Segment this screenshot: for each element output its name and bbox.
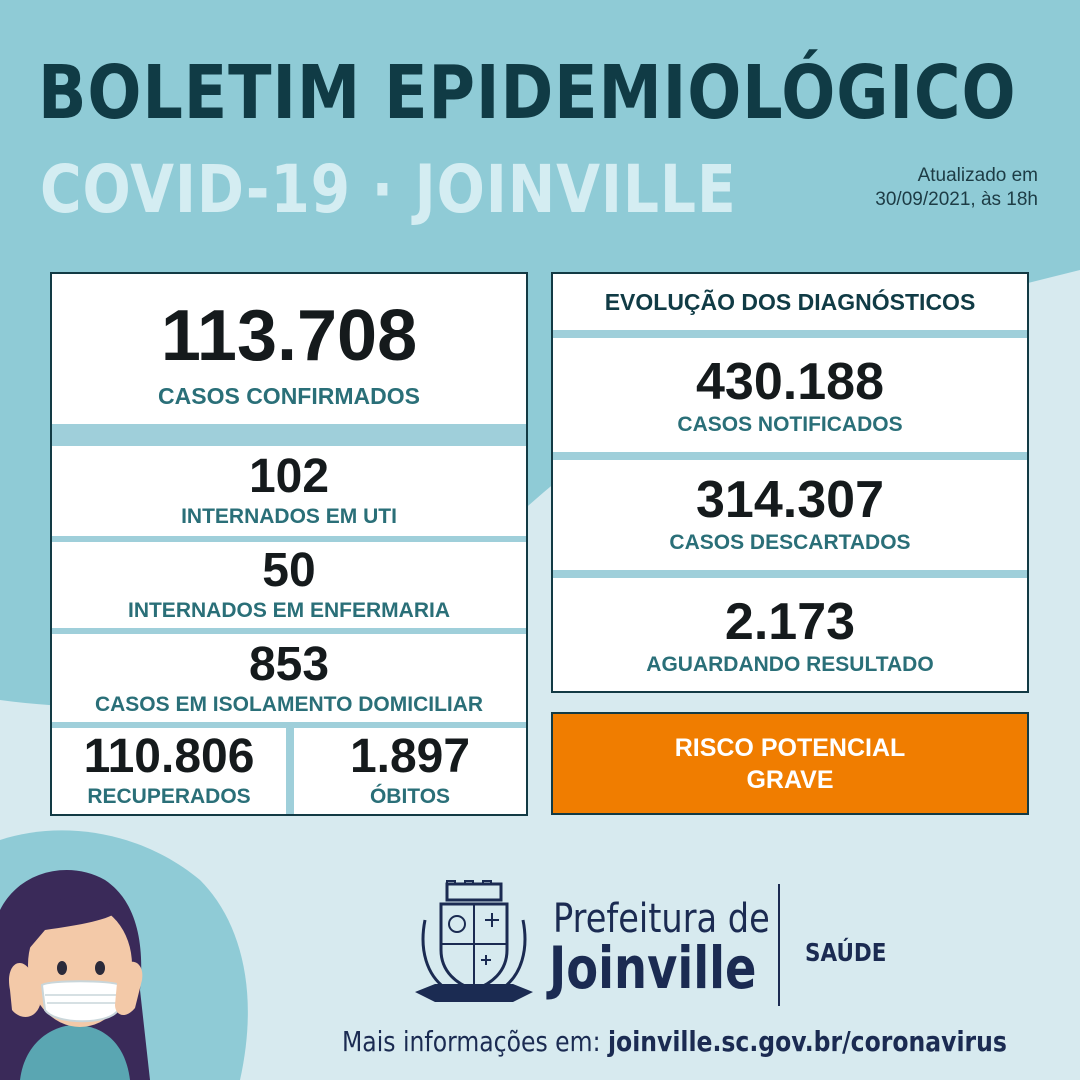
recovered-card: 110.806 RECUPERADOS	[52, 728, 286, 814]
recovered-label: RECUPERADOS	[87, 785, 251, 808]
deaths-card: 1.897 ÓBITOS	[294, 728, 526, 814]
deaths-label: ÓBITOS	[369, 785, 451, 808]
diagnostics-panel: EVOLUÇÃO DOS DIAGNÓSTICOS 430.188 CASOS …	[551, 272, 1029, 693]
uti-value: 102	[248, 450, 330, 503]
ward-value: 50	[262, 544, 316, 597]
divider	[553, 452, 1027, 460]
divider	[286, 728, 294, 814]
page-title: BOLETIM EPIDEMIOLÓGICO	[38, 50, 1017, 136]
diagnostics-header: EVOLUÇÃO DOS DIAGNÓSTICOS	[553, 274, 1027, 330]
diagnostics-title: EVOLUÇÃO DOS DIAGNÓSTICOS	[604, 289, 976, 315]
recovered-value: 110.806	[83, 730, 255, 783]
discarded-card: 314.307 CASOS DESCARTADOS	[553, 460, 1027, 570]
woman-wearing-mask-illustration	[0, 870, 150, 1080]
awaiting-card: 2.173 AGUARDANDO RESULTADO	[553, 578, 1027, 691]
notified-label: CASOS NOTIFICADOS	[677, 413, 903, 436]
confirmed-cases-card: 113.708 CASOS CONFIRMADOS	[52, 274, 526, 424]
confirmed-cases-label: CASOS CONFIRMADOS	[158, 383, 420, 409]
divider	[52, 424, 526, 446]
divider	[553, 570, 1027, 578]
update-label: Atualizado em	[917, 165, 1038, 186]
update-date: 30/09/2021, às 18h	[875, 189, 1038, 210]
divider	[553, 330, 1027, 338]
update-timestamp: Atualizado em 30/09/2021, às 18h	[875, 164, 1038, 212]
footer-info: Mais informações em: joinville.sc.gov.br…	[342, 1023, 1007, 1061]
confirmed-cases-value: 113.708	[160, 296, 418, 376]
uti-label: INTERNADOS EM UTI	[181, 505, 397, 528]
risk-label: RISCO POTENCIAL	[674, 733, 906, 762]
ward-card: 50 INTERNADOS EM ENFERMARIA	[52, 542, 526, 628]
department-label: SAÚDE	[805, 938, 887, 967]
cases-panel: 113.708 CASOS CONFIRMADOS 102 INTERNADOS…	[50, 272, 528, 816]
deaths-value: 1.897	[349, 730, 471, 783]
divider	[52, 628, 526, 634]
footer-link[interactable]: joinville.sc.gov.br/coronavirus	[607, 1025, 1007, 1058]
org-name-line1: Prefeitura de	[553, 896, 770, 942]
notified-card: 430.188 CASOS NOTIFICADOS	[553, 338, 1027, 452]
branding-divider	[778, 884, 780, 1006]
isolation-value: 853	[248, 638, 330, 691]
risk-level: GRAVE	[746, 765, 834, 794]
isolation-label: CASOS EM ISOLAMENTO DOMICILIAR	[94, 693, 484, 716]
ward-label: INTERNADOS EM ENFERMARIA	[127, 599, 450, 622]
org-name-line2: Joinville	[549, 934, 757, 1002]
discarded-value: 314.307	[696, 471, 884, 529]
awaiting-label: AGUARDANDO RESULTADO	[646, 653, 934, 676]
divider	[52, 722, 526, 728]
page-subtitle: COVID-19 · JOINVILLE	[40, 151, 737, 228]
isolation-card: 853 CASOS EM ISOLAMENTO DOMICILIAR	[52, 634, 526, 722]
uti-card: 102 INTERNADOS EM UTI	[52, 446, 526, 536]
divider	[52, 536, 526, 542]
footer-prefix: Mais informações em:	[342, 1025, 601, 1058]
joinville-coat-of-arms-icon	[415, 880, 533, 1002]
discarded-label: CASOS DESCARTADOS	[669, 531, 911, 554]
awaiting-value: 2.173	[724, 593, 856, 651]
notified-value: 430.188	[696, 353, 884, 411]
risk-level-badge: RISCO POTENCIAL GRAVE	[551, 712, 1029, 815]
